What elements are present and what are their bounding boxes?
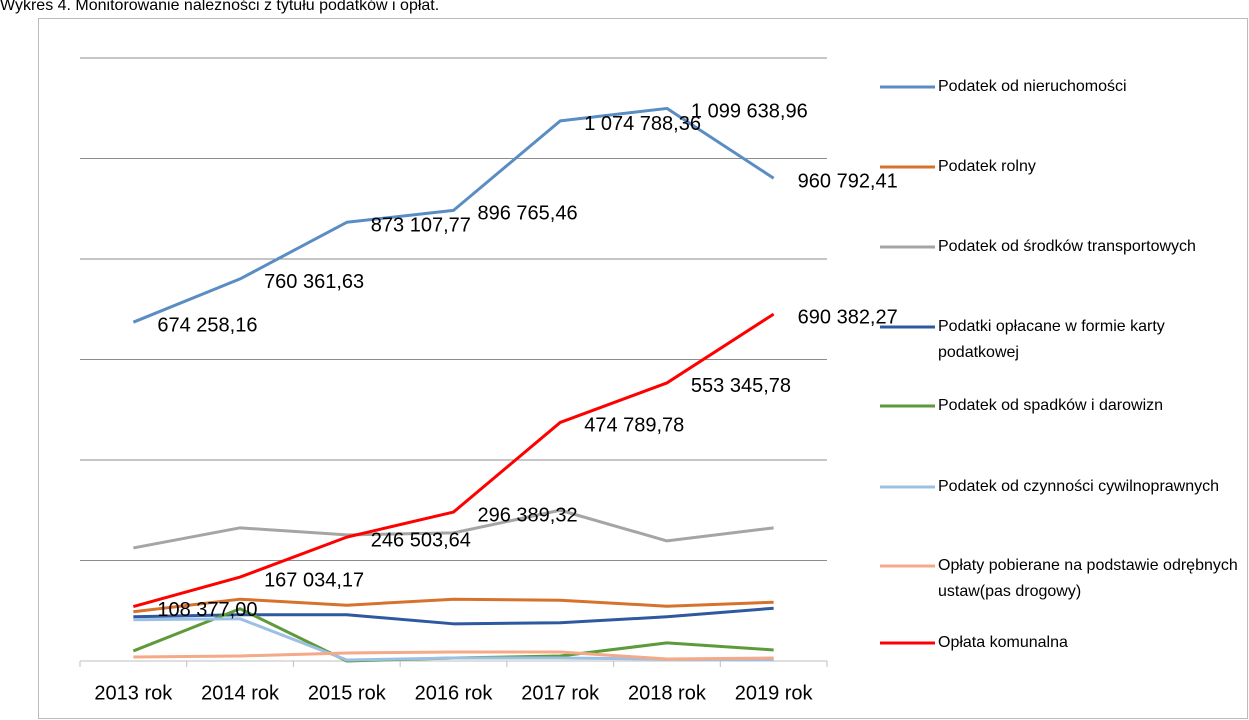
x-tick-label: 2014 rok [201,682,280,704]
data-label: 873 107,77 [371,215,471,237]
series-line [132,106,775,324]
legend-label: Podatek od spadków i darowizn [938,397,1164,414]
data-label: 690 382,27 [798,306,898,328]
data-label: 960 792,41 [798,170,898,192]
legend-label: Podatki opłacane w formie karty podatkow… [938,318,1165,361]
series-line [133,650,774,661]
data-label: 167 034,17 [264,569,364,591]
data-label: 760 361,63 [264,271,364,293]
series-line [133,508,774,550]
data-label: 474 789,78 [584,415,684,437]
legend-label: Opłata komunalna [938,634,1068,651]
legend-label: Podatek od nieruchomości [938,78,1127,95]
x-tick-label: 2016 rok [415,682,494,704]
legend-label: Podatek od czynności cywilnoprawnych [938,478,1220,495]
data-label: 1 099 638,96 [691,101,808,123]
data-label: 108 377,00 [157,599,257,621]
series-line [133,606,774,626]
x-tick-label: 2015 rok [308,682,387,704]
data-label: 553 345,78 [691,375,791,397]
legend-label: Podatek od środków transportowych [938,238,1196,255]
data-label: 1 074 788,36 [584,113,701,135]
data-label: 296 389,32 [478,504,578,526]
x-tick-label: 2013 rok [94,682,173,704]
x-tick-label: 2019 rok [735,682,814,704]
series-line [133,597,774,614]
x-tick-label: 2018 rok [628,682,707,704]
series-line [132,312,775,608]
chart-title: Wykres 4. Monitorowanie należności z tyt… [0,0,439,14]
chart-frame [38,18,1248,719]
data-label: 246 503,64 [371,529,471,551]
legend-label: Podatek rolny [938,158,1036,175]
x-tick-label: 2017 rok [521,682,600,704]
legend-label: Opłaty pobierane na podstawie odrębnych … [938,557,1238,600]
data-label: 896 765,46 [478,203,578,225]
data-label: 674 258,16 [157,314,257,336]
